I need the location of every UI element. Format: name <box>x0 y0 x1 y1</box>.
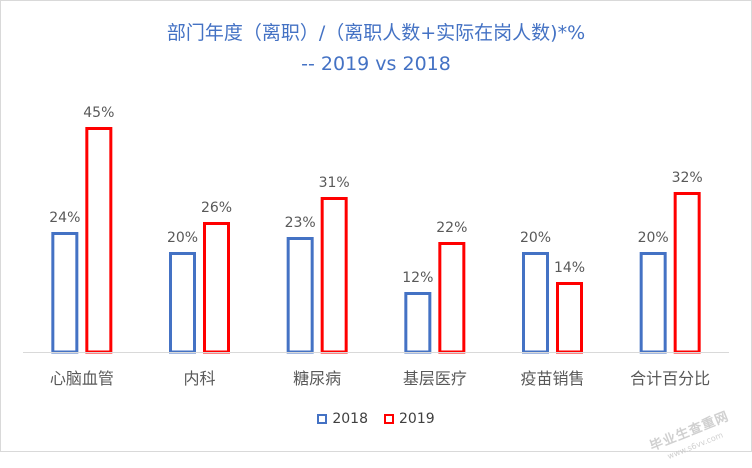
category-label-3: 基层医疗 <box>403 369 467 388</box>
category-label-1: 内科 <box>183 369 215 388</box>
category-label-5: 合计百分比 <box>630 369 710 388</box>
bar-2019-3 <box>438 242 466 354</box>
category-label-4: 疫苗销售 <box>520 369 584 388</box>
data-label-2019-0: 45% <box>83 105 114 121</box>
bar-2019-4 <box>556 282 583 354</box>
data-label-2019-3: 22% <box>436 220 467 236</box>
chart-subtitle: -- 2019 vs 2018 <box>301 53 451 75</box>
bar-2019-1 <box>203 222 230 354</box>
category-label-2: 糖尿病 <box>293 369 341 388</box>
bar-chart: 24%45%心脑血管20%26%内科23%31%糖尿病12%22%基层医疗20%… <box>23 105 729 388</box>
chart-legend: 2018 2019 <box>1 411 751 427</box>
bar-2018-0 <box>51 232 79 354</box>
data-label-2019-1: 26% <box>201 200 232 216</box>
chart-title: 部门年度（离职）/（离职人数+实际在岗人数)*% <box>166 22 586 44</box>
data-label-2019-4: 14% <box>554 260 585 276</box>
data-label-2019-5: 32% <box>672 170 703 186</box>
legend-label-2018: 2018 <box>332 411 368 427</box>
data-label-2018-3: 12% <box>402 270 433 286</box>
legend-label-2019: 2019 <box>399 411 435 427</box>
bar-2019-0 <box>85 127 113 354</box>
data-label-2019-2: 31% <box>319 175 350 191</box>
data-label-2018-1: 20% <box>167 230 198 246</box>
category-label-0: 心脑血管 <box>50 369 114 388</box>
legend-item-2018: 2018 <box>317 411 368 427</box>
bar-2019-5 <box>673 192 701 354</box>
bar-2018-3 <box>404 292 432 354</box>
legend-swatch-2018 <box>317 414 328 424</box>
data-label-2018-2: 23% <box>285 215 316 231</box>
data-label-2018-4: 20% <box>520 230 551 246</box>
data-label-2018-0: 24% <box>49 210 80 226</box>
bar-2019-2 <box>320 197 348 354</box>
bar-2018-2 <box>286 237 314 354</box>
bar-2018-4 <box>522 252 549 354</box>
bar-2018-5 <box>639 252 667 354</box>
legend-item-2019: 2019 <box>384 411 435 427</box>
legend-swatch-2019 <box>384 414 394 424</box>
data-label-2018-5: 20% <box>638 230 669 246</box>
bar-2018-1 <box>169 252 196 354</box>
